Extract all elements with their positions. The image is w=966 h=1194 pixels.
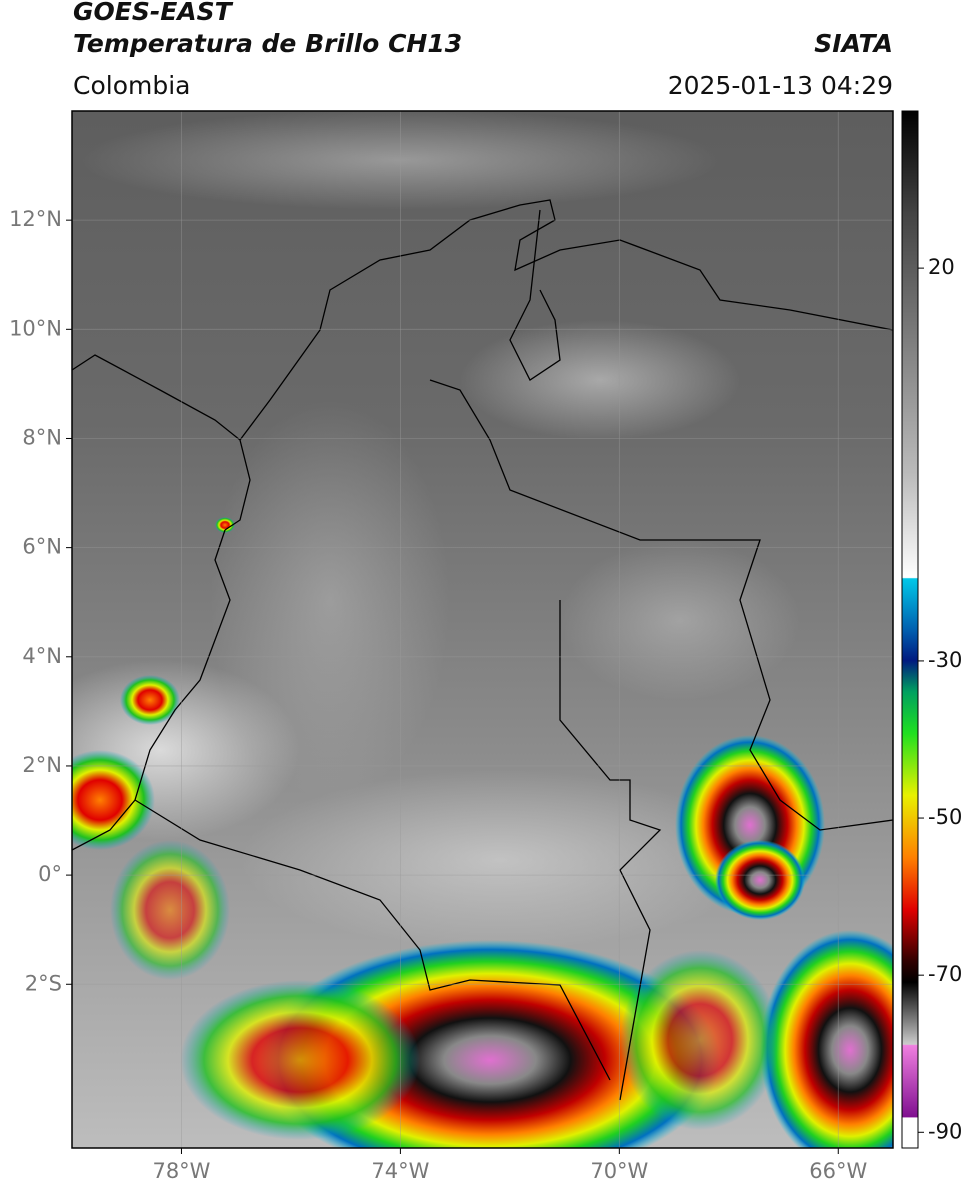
- title: GOES-EAST: [73, 0, 234, 26]
- y-tick-label: 12°N: [9, 207, 62, 231]
- region: Colombia: [73, 71, 190, 100]
- colorbar-label: -50: [928, 805, 962, 829]
- imagery: [72, 111, 893, 1148]
- source: SIATA: [814, 29, 893, 58]
- colorbar-label: -30: [928, 648, 962, 672]
- x-tick-label: 74°W: [371, 1159, 429, 1183]
- subtitle: Temperatura de Brillo CH13: [73, 29, 462, 58]
- colorbar-label: -70: [928, 962, 962, 986]
- map-frame: [71, 110, 894, 1149]
- x-tick-label: 66°W: [809, 1159, 867, 1183]
- colorbar-label: 20: [928, 255, 955, 279]
- y-tick-label: 10°N: [9, 316, 62, 340]
- x-tick-label: 78°W: [152, 1159, 210, 1183]
- datetime: 2025-01-13 04:29: [668, 71, 893, 100]
- grid: [72, 111, 893, 1148]
- y-tick-label: 2°N: [22, 753, 62, 777]
- y-tick-label: 6°N: [22, 535, 62, 559]
- y-tick-label: 4°N: [22, 644, 62, 668]
- y-tick-label: 0°: [38, 862, 62, 886]
- colorbar: [901, 110, 919, 1149]
- y-tick-label: 8°N: [22, 425, 62, 449]
- x-tick-label: 70°W: [590, 1159, 648, 1183]
- y-tick-label: 2°S: [25, 971, 62, 995]
- colorbar-label: -90: [928, 1119, 962, 1143]
